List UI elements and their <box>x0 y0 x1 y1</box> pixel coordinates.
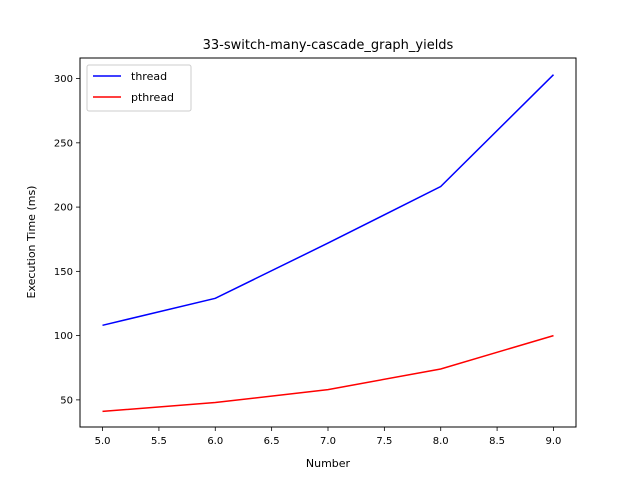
x-axis: 5.0 5.5 6.0 6.5 7.0 7.5 8.0 8.5 9.0 <box>95 427 562 447</box>
x-tick-label: 6.0 <box>207 436 223 447</box>
series-line-pthread <box>102 334 554 413</box>
legend: thread pthread <box>86 64 192 112</box>
y-tick-label: 200 <box>54 203 73 214</box>
legend-label-thread: thread <box>131 70 167 83</box>
x-tick-label: 9.0 <box>546 436 562 447</box>
x-axis-label: Number <box>306 457 351 470</box>
y-tick-label: 100 <box>54 331 73 342</box>
x-tick-label: 5.5 <box>151 436 167 447</box>
y-axis: 50 100 150 200 250 300 <box>54 74 80 406</box>
y-tick-label: 150 <box>54 267 73 278</box>
series-line-thread <box>102 74 555 327</box>
x-tick-label: 8.5 <box>489 436 505 447</box>
y-tick-label: 250 <box>54 138 73 149</box>
x-tick-label: 8.0 <box>433 436 449 447</box>
x-tick-label: 6.5 <box>264 436 280 447</box>
y-tick-label: 300 <box>54 74 73 85</box>
x-tick-label: 5.0 <box>95 436 111 447</box>
x-tick-label: 7.5 <box>376 436 392 447</box>
y-axis-label: Execution Time (ms) <box>25 186 38 299</box>
chart-title: 33-switch-many-cascade_graph_yields <box>203 38 454 53</box>
series-layer <box>102 74 555 413</box>
x-tick-label: 7.0 <box>320 436 336 447</box>
legend-label-pthread: pthread <box>131 91 174 104</box>
y-tick-label: 50 <box>60 395 73 406</box>
